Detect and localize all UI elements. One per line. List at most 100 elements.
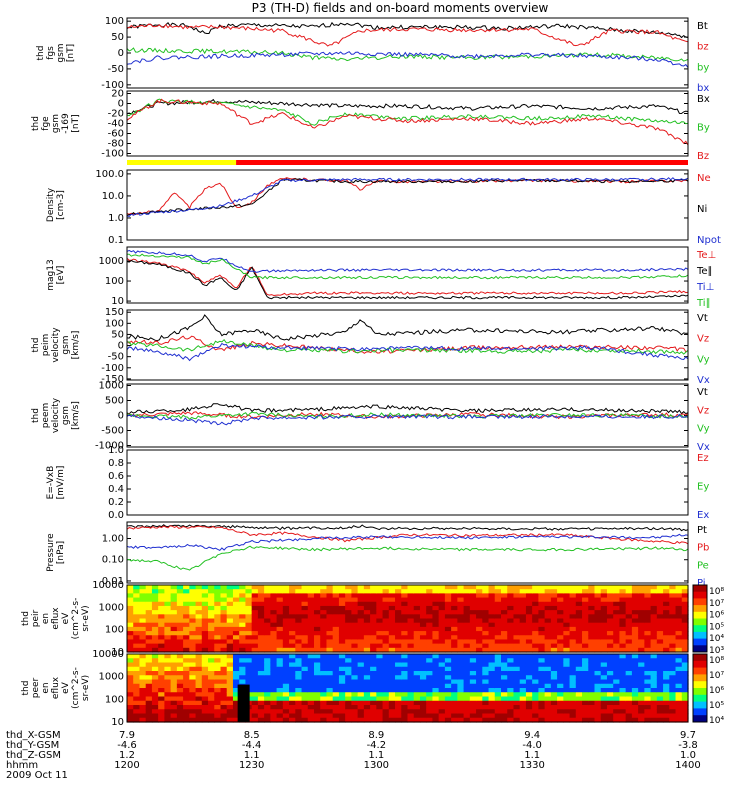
- spectrogram-cell: [251, 618, 259, 624]
- spectrogram-cell: [195, 658, 203, 664]
- spectrogram-cell: [289, 679, 296, 685]
- spectrogram-cell: [176, 705, 184, 710]
- spectrogram-cell: [669, 713, 677, 719]
- spectrogram-cell: [563, 626, 571, 632]
- spectrogram-cell: [320, 614, 328, 620]
- spectrogram-cell: [376, 662, 384, 668]
- spectrogram-cell: [214, 589, 222, 594]
- spectrogram-cell: [127, 688, 134, 693]
- spectrogram-cell: [538, 618, 546, 624]
- spectrogram-cell: [544, 647, 552, 653]
- panel-10-ylabel: (cm^2-s-: [71, 667, 81, 709]
- x-tick-x: 9.7: [680, 730, 696, 741]
- spectrogram-cell: [519, 597, 527, 603]
- spectrogram-cell: [681, 671, 689, 676]
- spectrogram-cell: [307, 593, 315, 599]
- spectrogram-cell: [463, 647, 471, 653]
- spectrogram-cell: [388, 618, 396, 624]
- spectrogram-cell: [320, 688, 328, 693]
- colorbar-segment: [693, 701, 707, 709]
- spectrogram-cell: [663, 601, 670, 607]
- spectrogram-cell: [606, 593, 614, 599]
- spectrogram-cell: [507, 700, 515, 706]
- spectrogram-cell: [345, 626, 352, 632]
- spectrogram-cell: [195, 610, 203, 615]
- spectrogram-cell: [644, 700, 652, 706]
- spectrogram-cell: [544, 622, 552, 628]
- spectrogram-cell: [519, 705, 527, 710]
- spectrogram-cell: [550, 585, 558, 590]
- spectrogram-cell: [338, 647, 346, 653]
- spectrogram-cell: [158, 585, 165, 590]
- spectrogram-cell: [289, 696, 296, 702]
- spectrogram-cell: [438, 662, 446, 668]
- y-tick-label: -60: [108, 129, 124, 140]
- spectrogram-cell: [675, 713, 683, 719]
- panel-10-ylabel: thd: [21, 681, 31, 696]
- spectrogram-cell: [606, 614, 614, 620]
- spectrogram-cell: [326, 688, 334, 693]
- spectrogram-cell: [307, 705, 315, 710]
- spectrogram-cell: [307, 626, 315, 632]
- spectrogram-cell: [226, 658, 234, 664]
- spectrogram-cell: [407, 597, 415, 603]
- spectrogram-cell: [345, 700, 352, 706]
- panel-2-ylabel: [nT]: [71, 114, 81, 132]
- spectrogram-cell: [345, 622, 352, 628]
- spectrogram-cell: [407, 700, 415, 706]
- spectrogram-cell: [158, 683, 165, 689]
- spectrogram-cell: [613, 626, 621, 632]
- spectrogram-cell: [257, 679, 265, 685]
- spectrogram-cell: [438, 705, 446, 710]
- spectrogram-cell: [326, 696, 334, 702]
- spectrogram-cell: [606, 696, 614, 702]
- y-tick-label: 0.4: [108, 484, 124, 495]
- spectrogram-cell: [644, 696, 652, 702]
- spectrogram-cell: [413, 717, 421, 723]
- spectrogram-cell: [345, 597, 352, 603]
- spectrogram-cell: [351, 585, 359, 590]
- spectrogram-cell: [426, 635, 434, 641]
- spectrogram-cell: [638, 585, 645, 590]
- spectrogram-cell: [426, 585, 434, 590]
- spectrogram-cell: [613, 705, 621, 710]
- spectrogram-cell: [413, 601, 421, 607]
- spectrogram-cell: [675, 639, 683, 645]
- spectrogram-cell: [145, 705, 153, 710]
- spectrogram-cell: [451, 658, 458, 664]
- spectrogram-cell: [569, 658, 577, 664]
- spectrogram-cell: [320, 589, 328, 594]
- y-tick-label: 50: [111, 329, 124, 340]
- spectrogram-cell: [594, 671, 602, 676]
- spectrogram-cell: [382, 671, 390, 676]
- spectrogram-cell: [189, 614, 197, 620]
- spectrogram-cell: [413, 635, 421, 641]
- spectrogram-cell: [438, 658, 446, 664]
- spectrogram-cell: [357, 585, 365, 590]
- spectrogram-cell: [276, 631, 284, 636]
- spectrogram-cell: [139, 605, 147, 611]
- spectrogram-cell: [501, 666, 508, 672]
- spectrogram-cell: [463, 688, 471, 693]
- spectrogram-cell: [444, 593, 452, 599]
- spectrogram-cell: [401, 647, 409, 653]
- spectrogram-cell: [656, 643, 664, 649]
- spectrogram-cell: [257, 713, 265, 719]
- spectrogram-cell: [600, 643, 608, 649]
- spectrogram-cell: [232, 597, 240, 603]
- spectrogram-cell: [469, 713, 477, 719]
- spectrogram-cell: [370, 675, 377, 681]
- spectrogram-cell: [488, 679, 496, 685]
- y-tick-label: -20: [108, 109, 124, 120]
- spectrogram-cell: [139, 696, 147, 702]
- spectrogram-cell: [133, 666, 141, 672]
- spectrogram-cell: [525, 614, 533, 620]
- spectrogram-cell: [401, 688, 409, 693]
- spectrogram-cell: [195, 639, 203, 645]
- spectrogram-cell: [650, 679, 658, 685]
- spectrogram-cell: [575, 666, 583, 672]
- spectrogram-cell: [613, 688, 621, 693]
- spectrogram-cell: [363, 643, 371, 649]
- spectrogram-cell: [663, 622, 670, 628]
- spectrogram-cell: [432, 618, 440, 624]
